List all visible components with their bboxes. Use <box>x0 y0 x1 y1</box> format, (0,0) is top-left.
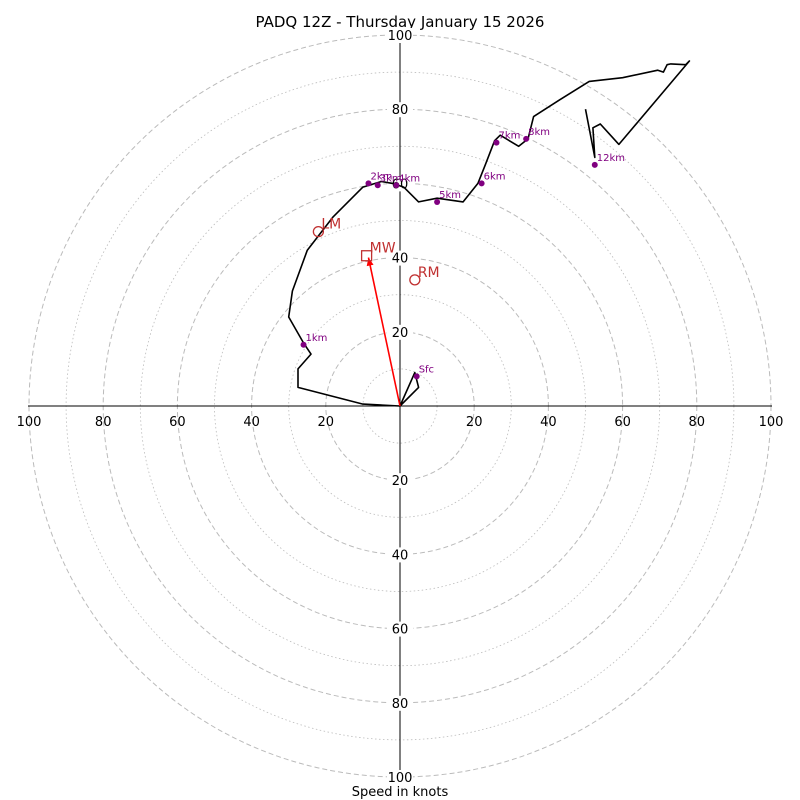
shear-vector-group <box>366 257 401 407</box>
height-marker-label-2km: 2km <box>370 171 392 182</box>
tick-label-left-60: 60 <box>169 415 186 430</box>
height-marker-2km <box>365 180 372 187</box>
tick-label-down-80: 80 <box>392 697 409 712</box>
height-marker-12km <box>591 161 598 168</box>
height-marker-5km <box>434 198 441 205</box>
tick-bg-up-40 <box>387 250 413 266</box>
tick-label-left-40: 40 <box>243 415 260 430</box>
tick-bg-up-20 <box>387 324 413 340</box>
hodograph-trace <box>287 60 691 407</box>
height-marker-Sfc <box>413 373 420 380</box>
tick-label-down-100: 100 <box>388 771 413 786</box>
tick-label-right-40: 40 <box>540 415 557 430</box>
height-marker-4km <box>393 182 400 189</box>
shear-vector-arrowhead <box>366 257 374 267</box>
tick-label-right-100: 100 <box>759 415 784 430</box>
tick-label-up-40: 40 <box>392 252 409 267</box>
height-marker-label-1km: 1km <box>306 333 328 344</box>
height-marker-6km <box>478 180 485 187</box>
storm-motion-MW <box>360 250 373 262</box>
shear-vector <box>367 257 401 407</box>
tick-bg-down-100 <box>387 770 413 785</box>
chart-title: PADQ 12Z - Thursday January 15 2026 <box>256 13 545 31</box>
height-marker-label-3km: 3km <box>380 173 402 184</box>
height-marker-label-Sfc: Sfc <box>419 364 434 375</box>
x-axis-label: Speed in knots <box>352 785 449 800</box>
tick-label-up-20: 20 <box>392 326 409 341</box>
height-marker-label-7km: 7km <box>498 131 520 142</box>
tick-label-up-80: 80 <box>392 103 409 118</box>
tick-label-right-60: 60 <box>614 415 631 430</box>
storm-motion-RM <box>409 274 421 286</box>
tick-label-up-100: 100 <box>388 29 413 44</box>
height-marker-1km <box>300 341 307 348</box>
storm-motion-label-RM: RM <box>418 265 440 281</box>
height-marker-label-12km: 12km <box>597 153 625 164</box>
tick-label-down-40: 40 <box>392 548 409 563</box>
height-marker-label-4km: 4km <box>398 173 420 184</box>
storm-motion-label-MW: MW <box>370 241 396 257</box>
height-marker-label-8km: 8km <box>528 127 550 138</box>
height-marker-label-6km: 6km <box>484 171 506 182</box>
hodograph-line <box>287 60 691 407</box>
tick-bg-down-80 <box>387 695 413 711</box>
tick-bg-up-80 <box>387 102 413 118</box>
tick-bg-down-20 <box>387 473 413 489</box>
tick-bg-down-40 <box>387 547 413 563</box>
height-marker-7km <box>493 139 500 146</box>
storm-motion-LM <box>312 225 325 238</box>
tick-label-down-20: 20 <box>392 474 409 489</box>
tick-label-down-60: 60 <box>392 623 409 638</box>
storm-motion-label-LM: LM <box>321 217 341 233</box>
height-marker-8km <box>523 135 530 142</box>
tick-label-right-80: 80 <box>689 415 706 430</box>
tick-bg-up-60 <box>387 176 413 192</box>
tick-label-left-100: 100 <box>17 415 42 430</box>
storm-motion-markers: LM MW RM <box>312 217 440 286</box>
height-marker-3km <box>374 182 381 189</box>
tick-label-right-20: 20 <box>466 415 483 430</box>
tick-label-left-80: 80 <box>95 415 112 430</box>
tick-bg-up-100 <box>387 28 413 43</box>
height-marker-label-5km: 5km <box>439 190 461 201</box>
tick-label-left-20: 20 <box>318 415 335 430</box>
tick-bg-down-60 <box>387 621 413 637</box>
